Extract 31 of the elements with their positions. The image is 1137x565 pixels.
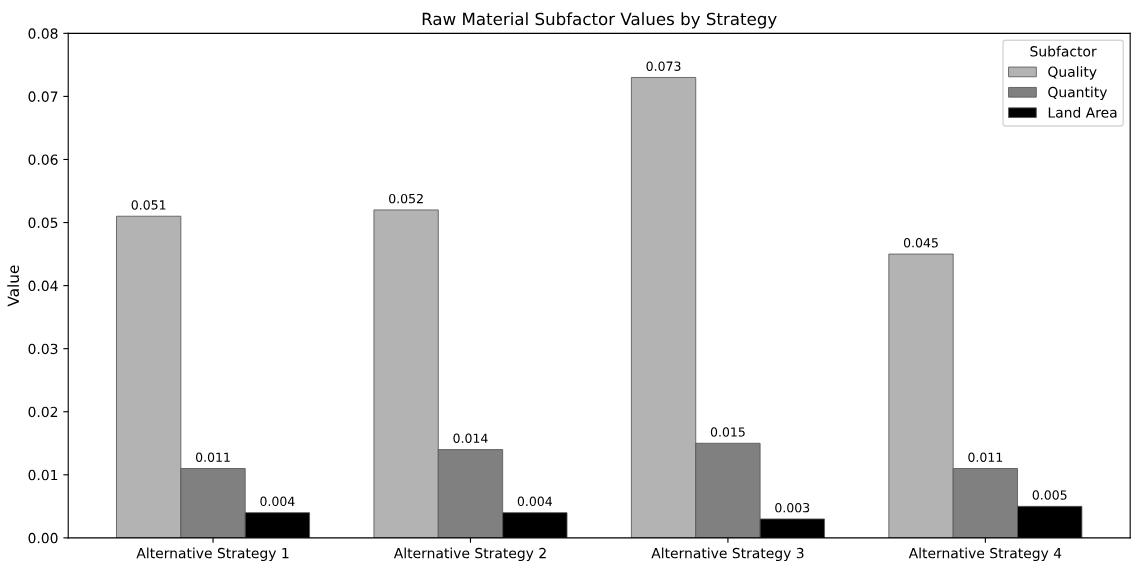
legend-label: Quality xyxy=(1048,66,1097,80)
y-tick-label: 0.04 xyxy=(28,280,58,292)
x-tick-label: Alternative Strategy 2 xyxy=(393,547,546,562)
data-label: 0.015 xyxy=(710,427,745,437)
data-label: 0.003 xyxy=(775,502,810,513)
data-label: 0.051 xyxy=(131,200,166,210)
data-label: 0.004 xyxy=(517,496,553,507)
legend-title: Subfactor xyxy=(1030,45,1097,57)
data-label: 0.011 xyxy=(195,452,230,462)
legend-label: Land Area xyxy=(1048,106,1117,118)
y-tick-label: 0.01 xyxy=(28,469,58,481)
y-tick-label: 0.08 xyxy=(28,28,58,39)
y-tick-label: 0.06 xyxy=(28,154,58,165)
y-tick-label: 0.05 xyxy=(28,217,58,229)
data-label: 0.014 xyxy=(453,433,488,443)
y-axis-title: Value xyxy=(7,265,20,307)
y-tick-label: 0.00 xyxy=(28,532,58,544)
data-label: 0.045 xyxy=(903,238,938,248)
data-label: 0.005 xyxy=(1032,490,1067,500)
data-label: 0.073 xyxy=(646,61,681,71)
x-tick-label: Alternative Strategy 1 xyxy=(136,547,289,562)
y-tick-label: 0.07 xyxy=(28,91,58,102)
chart-title: Raw Material Subfactor Values by Strategy xyxy=(422,12,777,29)
y-tick-label: 0.03 xyxy=(28,343,58,355)
x-tick-label: Alternative Strategy 3 xyxy=(651,547,804,562)
data-label: 0.004 xyxy=(260,496,295,507)
x-tick-label: Alternative Strategy 4 xyxy=(908,547,1062,562)
data-label: 0.011 xyxy=(968,452,1003,462)
legend-label: Quantity xyxy=(1048,86,1108,101)
y-tick-label: 0.02 xyxy=(28,406,58,418)
data-label: 0.052 xyxy=(389,193,423,204)
